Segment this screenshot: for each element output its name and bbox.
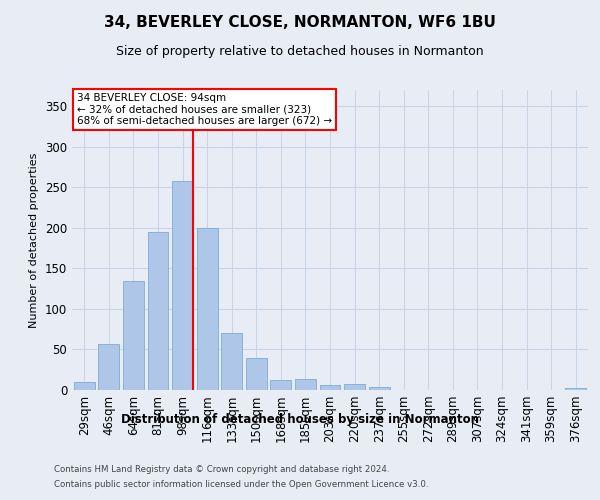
Bar xyxy=(148,232,169,390)
Bar xyxy=(344,384,365,390)
Text: 34, BEVERLEY CLOSE, NORMANTON, WF6 1BU: 34, BEVERLEY CLOSE, NORMANTON, WF6 1BU xyxy=(104,15,496,30)
Text: Contains public sector information licensed under the Open Government Licence v3: Contains public sector information licen… xyxy=(54,480,428,489)
Bar xyxy=(368,387,389,390)
Bar xyxy=(271,380,292,390)
Text: Contains HM Land Registry data © Crown copyright and database right 2024.: Contains HM Land Registry data © Crown c… xyxy=(54,465,389,474)
Text: 34 BEVERLEY CLOSE: 94sqm
← 32% of detached houses are smaller (323)
68% of semi-: 34 BEVERLEY CLOSE: 94sqm ← 32% of detach… xyxy=(77,93,332,126)
Y-axis label: Number of detached properties: Number of detached properties xyxy=(29,152,40,328)
Bar xyxy=(221,333,242,390)
Bar xyxy=(197,228,218,390)
Bar xyxy=(98,344,119,390)
Bar xyxy=(320,385,340,390)
Bar xyxy=(74,382,95,390)
Bar xyxy=(123,280,144,390)
Bar xyxy=(565,388,586,390)
Text: Distribution of detached houses by size in Normanton: Distribution of detached houses by size … xyxy=(121,412,479,426)
Bar xyxy=(295,380,316,390)
Bar xyxy=(172,181,193,390)
Bar xyxy=(246,358,267,390)
Text: Size of property relative to detached houses in Normanton: Size of property relative to detached ho… xyxy=(116,45,484,58)
